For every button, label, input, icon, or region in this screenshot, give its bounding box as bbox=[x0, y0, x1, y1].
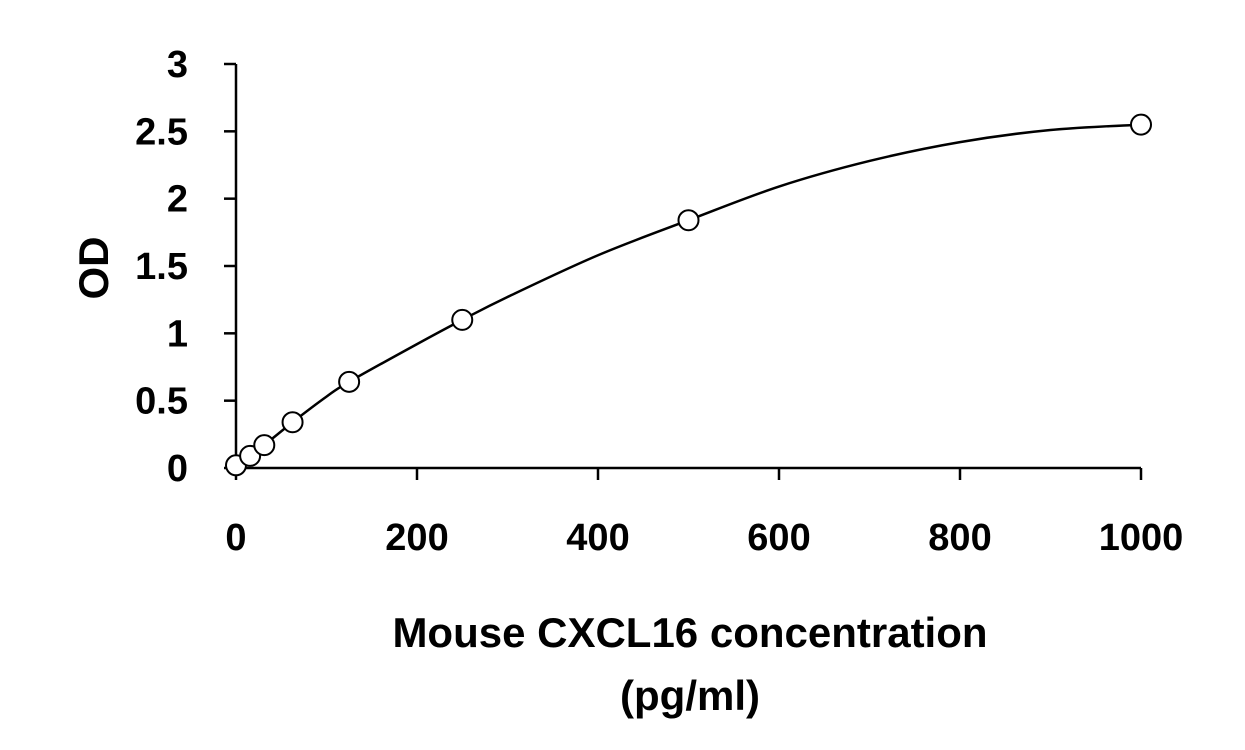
data-point bbox=[281, 411, 304, 434]
data-point bbox=[1130, 113, 1152, 136]
data-point bbox=[677, 209, 700, 232]
y-tick-label: 2 bbox=[167, 179, 188, 221]
ticks: 0 0.5 1 1.5 2 2.5 3 0 200 400 600 800 1000 bbox=[135, 44, 1183, 559]
x-tick-label: 400 bbox=[566, 517, 629, 559]
y-tick-label: 1.5 bbox=[135, 246, 188, 288]
y-tick-label: 0.5 bbox=[135, 381, 188, 423]
x-tick-label: 200 bbox=[385, 517, 448, 559]
data-point bbox=[451, 308, 474, 331]
y-axis-title: OD bbox=[70, 237, 117, 300]
axes bbox=[234, 64, 1141, 470]
data-point bbox=[338, 370, 361, 393]
data-point bbox=[253, 434, 276, 457]
x-tick-label: 600 bbox=[747, 517, 810, 559]
x-tick-label: 800 bbox=[928, 517, 991, 559]
data-points bbox=[225, 113, 1152, 477]
x-axis-title-line2: (pg/ml) bbox=[620, 672, 760, 719]
x-axis-title-line1: Mouse CXCL16 concentration bbox=[392, 609, 987, 656]
fit-curve-group bbox=[235, 123, 1142, 467]
y-tick-label: 1 bbox=[167, 313, 188, 355]
x-tick-label: 1000 bbox=[1099, 517, 1184, 559]
y-tick-label: 2.5 bbox=[135, 111, 188, 153]
fit-curve bbox=[235, 123, 1142, 467]
x-tick-label: 0 bbox=[225, 517, 246, 559]
y-tick-label: 3 bbox=[167, 44, 188, 86]
y-tick-label: 0 bbox=[167, 448, 188, 490]
